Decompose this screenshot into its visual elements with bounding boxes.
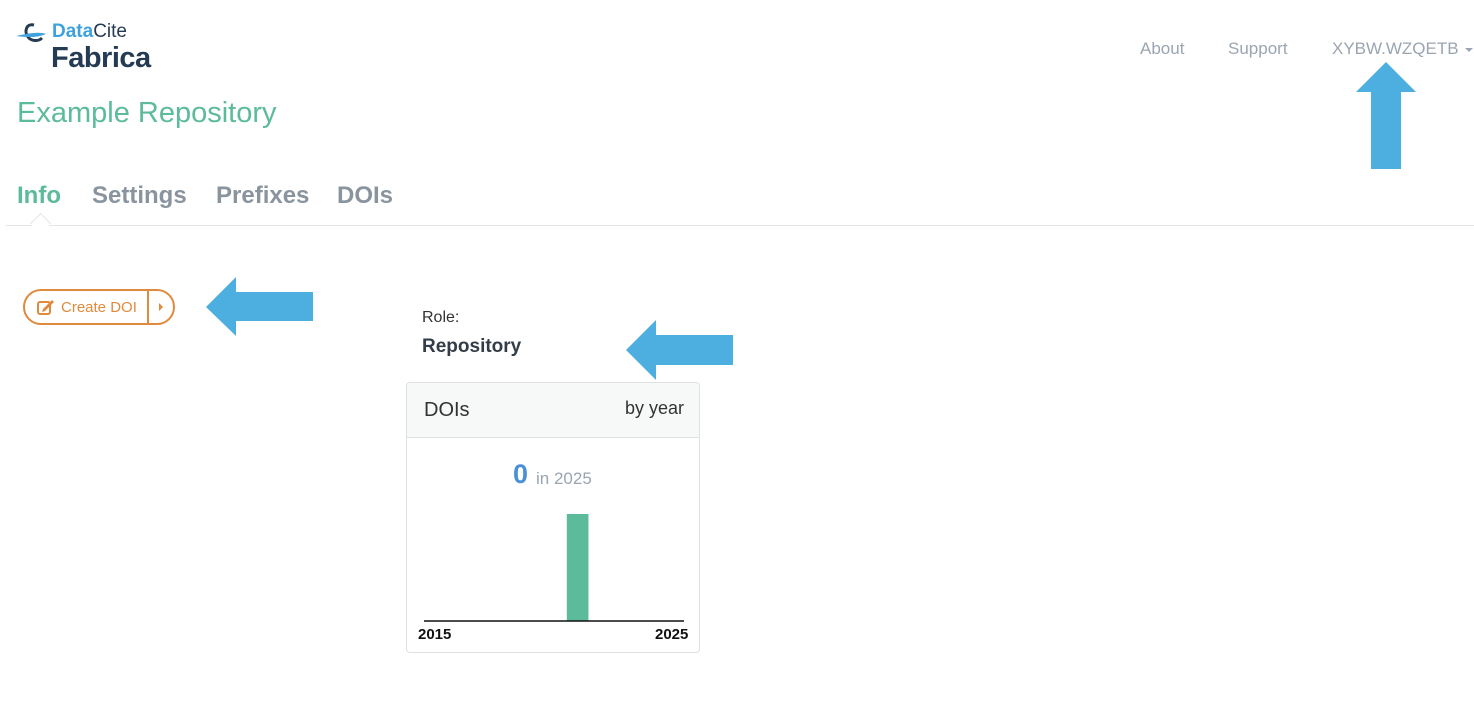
nav-about[interactable]: About <box>1140 39 1185 58</box>
tab-settings[interactable]: Settings <box>92 182 187 209</box>
logo-fabrica: Fabrica <box>51 42 151 74</box>
x-tick-end: 2025 <box>655 626 689 643</box>
nav-support[interactable]: Support <box>1228 39 1288 58</box>
panel-header: DOIs by year <box>407 383 699 438</box>
panel-period: by year <box>624 398 684 418</box>
active-tab-indicator <box>29 212 52 235</box>
tab-dois[interactable]: DOIs <box>337 182 394 209</box>
arrow-up-icon <box>1356 62 1416 169</box>
user-menu[interactable]: XYBW.WZQETB <box>1332 39 1473 59</box>
caret-down-icon <box>1464 47 1473 52</box>
tabs-divider <box>6 225 1474 226</box>
edit-icon <box>37 300 54 315</box>
arrow-left-icon <box>206 277 313 336</box>
tab-info[interactable]: Info <box>17 182 61 209</box>
role-value: Repository <box>422 336 522 357</box>
caret-right-icon <box>159 303 163 311</box>
panel-title: DOIs <box>424 399 470 421</box>
create-doi-label: Create DOI <box>61 298 137 316</box>
user-name: XYBW.WZQETB <box>1332 39 1459 58</box>
page-title: Example Repository <box>17 97 277 129</box>
doi-count-suffix: in 2025 <box>536 469 592 488</box>
dois-by-year-panel: DOIs by year <box>406 382 700 653</box>
create-doi-dropdown-toggle[interactable] <box>149 291 173 323</box>
datacite-logo-icon <box>16 23 46 42</box>
logo-datacite: DataCite <box>52 21 127 42</box>
role-label: Role: <box>422 309 460 326</box>
arrow-left-icon <box>626 320 733 380</box>
create-doi-button[interactable]: Create DOI <box>25 291 149 323</box>
doi-count: 0 <box>513 459 529 489</box>
create-doi-split-button[interactable]: Create DOI <box>23 289 175 325</box>
x-tick-start: 2015 <box>418 626 452 643</box>
tab-prefixes[interactable]: Prefixes <box>216 182 310 209</box>
